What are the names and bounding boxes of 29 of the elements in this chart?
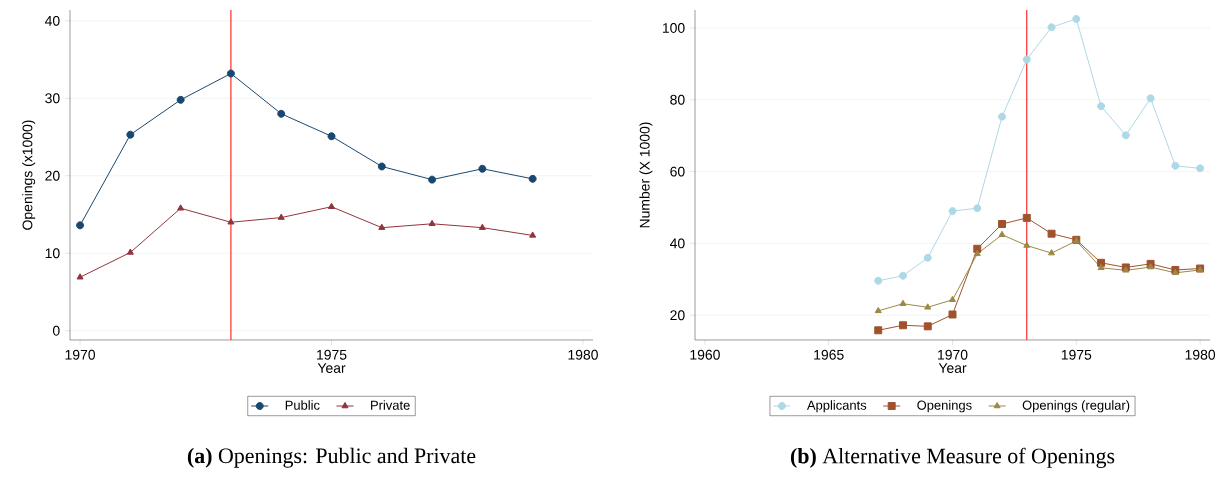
y-tick-label: 20 [670,310,685,321]
legend-label: Private [371,400,410,410]
y-axis-title: Number (X 1000) [639,122,653,228]
x-axis-title: Year [317,363,346,373]
y-axis-title: Openings (x1000) [22,120,36,230]
x-tick-label: 1975 [317,349,347,360]
x-tick-label: 1970 [65,349,96,360]
y-tick-label: 60 [670,166,685,177]
y-tick-label: 20 [45,170,60,181]
legend-label: Openings (regular) [1022,400,1130,413]
y-tick-label: 40 [669,238,685,249]
x-tick-label: 1975 [1061,349,1092,360]
x-axis-title: Year [938,363,967,373]
x-tick-label: 1980 [568,349,598,360]
y-tick-label: 0 [52,325,60,336]
y-tick-label: 80 [670,94,685,105]
y-tick-label: 10 [45,248,60,259]
legend-label: Openings [917,400,972,413]
x-tick-label: 1965 [814,349,844,360]
x-tick-label: 1960 [690,349,720,360]
legend-label: Applicants [806,400,867,413]
x-tick-label: 1980 [1185,349,1216,360]
text: (a) Openings: Public and Private [187,447,476,468]
y-tick-label: 40 [44,15,60,26]
x-tick-label: 1970 [938,349,968,360]
legend-label: Public [285,400,320,410]
y-tick-label: 30 [45,93,60,104]
text: (b) Alternative Measure of Openings [790,447,1115,468]
y-tick-label: 100 [662,23,685,33]
